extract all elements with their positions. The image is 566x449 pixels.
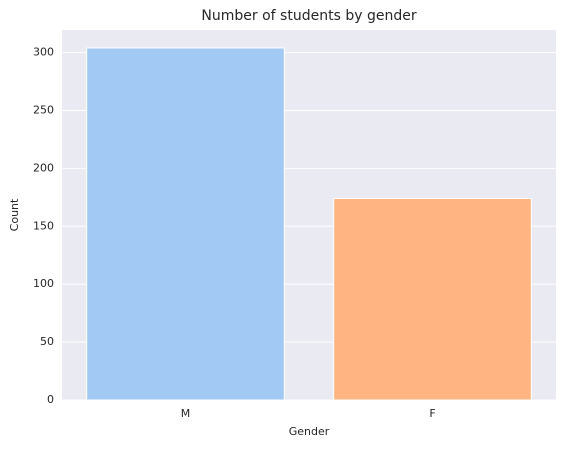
y-tick-label: 150 — [33, 219, 54, 232]
y-tick-label: 300 — [33, 46, 54, 59]
chart-title: Number of students by gender — [201, 8, 416, 24]
bar — [86, 47, 285, 401]
x-tick-label: M — [181, 407, 191, 420]
x-tick-label: F — [429, 407, 435, 420]
bar — [333, 197, 532, 401]
y-tick-label: 50 — [40, 335, 54, 348]
y-tick-label: 200 — [33, 161, 54, 174]
y-tick-label: 100 — [33, 277, 54, 290]
y-tick-label: 0 — [47, 393, 54, 406]
y-tick-label: 250 — [33, 103, 54, 116]
y-axis-label: Count — [8, 198, 21, 231]
x-axis-label: Gender — [289, 425, 330, 438]
